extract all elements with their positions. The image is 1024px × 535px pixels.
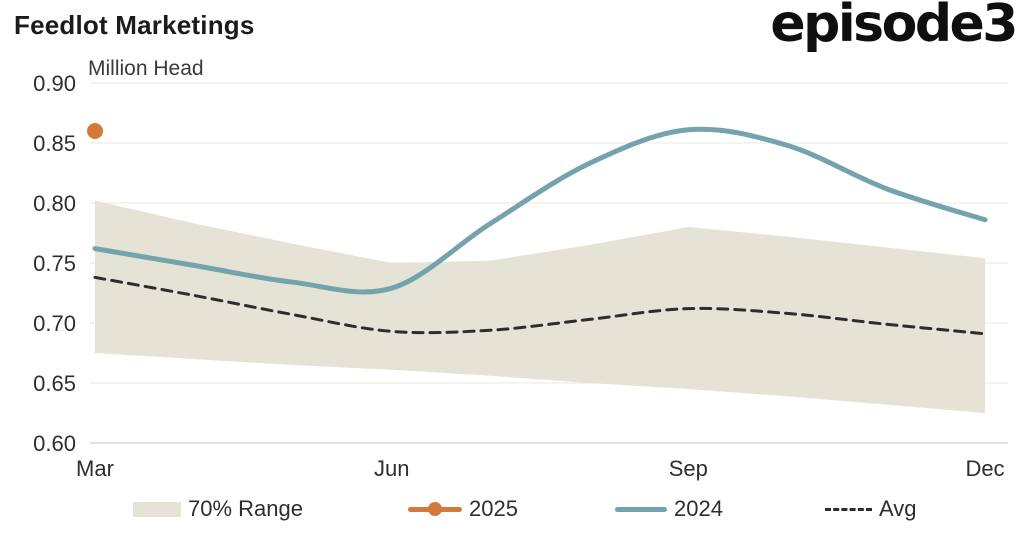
x-tick-label: Jun: [374, 456, 409, 481]
range-swatch-icon: [133, 501, 181, 517]
legend-label-2025: 2025: [469, 496, 518, 521]
x-tick-label: Sep: [669, 456, 708, 481]
y-tick-label: 0.70: [33, 311, 76, 336]
avg-line: [93, 275, 987, 336]
episode3-logo: episode3: [770, 0, 1018, 54]
y-tick-label: 0.60: [33, 431, 76, 456]
y-tick-label: 0.85: [33, 131, 76, 156]
legend-label-2024: 2024: [674, 496, 723, 521]
point-marker-icon: [408, 502, 462, 516]
y-tick-label: 0.90: [33, 71, 76, 96]
x-tick-label: Mar: [76, 456, 114, 481]
chart-legend: 70% Range 2025 2024 Avg: [0, 496, 1024, 526]
y-axis-unit-label: Million Head: [88, 57, 204, 80]
point-2025: [87, 123, 103, 139]
page-title: Feedlot Marketings: [14, 10, 255, 40]
y-tick-label: 0.65: [33, 371, 76, 396]
y-tick-label: 0.80: [33, 191, 76, 216]
legend-item-avg: Avg: [825, 496, 917, 522]
legend-label-range: 70% Range: [188, 496, 303, 521]
legend-item-2025: 2025: [408, 496, 518, 522]
legend-item-2024: 2024: [615, 496, 723, 522]
y-tick-label: 0.75: [33, 251, 76, 276]
range-band-area: [95, 200, 985, 413]
dashed-line-swatch-icon: [825, 507, 872, 511]
line-2024: [92, 126, 988, 295]
line-swatch-icon: [615, 506, 667, 512]
legend-item-range: 70% Range: [133, 496, 303, 522]
x-tick-label: Dec: [965, 456, 1004, 481]
legend-label-avg: Avg: [879, 496, 917, 521]
